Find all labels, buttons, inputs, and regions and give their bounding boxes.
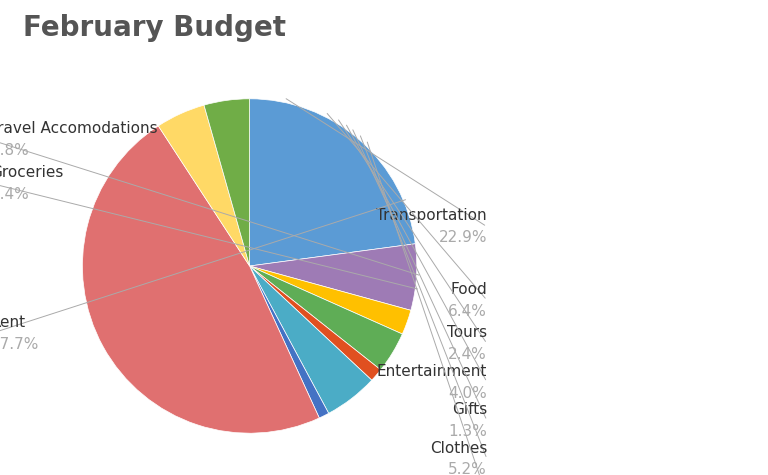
Wedge shape bbox=[250, 244, 417, 310]
Wedge shape bbox=[82, 126, 319, 433]
Text: 4.4%: 4.4% bbox=[0, 187, 29, 201]
Text: 22.9%: 22.9% bbox=[439, 230, 487, 245]
Text: Rent: Rent bbox=[0, 315, 25, 330]
Text: Gifts: Gifts bbox=[452, 402, 487, 418]
Wedge shape bbox=[204, 99, 250, 266]
Text: Travel Accomodations: Travel Accomodations bbox=[0, 122, 158, 136]
Wedge shape bbox=[250, 266, 372, 413]
Wedge shape bbox=[250, 99, 415, 266]
Text: February Budget: February Budget bbox=[23, 14, 286, 42]
Text: Tours: Tours bbox=[447, 325, 487, 341]
Text: 5.2%: 5.2% bbox=[449, 463, 487, 475]
Wedge shape bbox=[250, 266, 381, 380]
Text: 4.8%: 4.8% bbox=[0, 143, 29, 158]
Text: Transportation: Transportation bbox=[376, 209, 487, 223]
Wedge shape bbox=[250, 266, 329, 418]
Text: Food: Food bbox=[450, 282, 487, 297]
Text: 1.3%: 1.3% bbox=[449, 424, 487, 439]
Text: Groceries: Groceries bbox=[0, 165, 64, 180]
Wedge shape bbox=[158, 105, 250, 266]
Text: 2.4%: 2.4% bbox=[449, 347, 487, 362]
Text: Entertainment: Entertainment bbox=[376, 364, 487, 379]
Text: Clothes: Clothes bbox=[429, 441, 487, 456]
Wedge shape bbox=[250, 266, 411, 334]
Text: 47.7%: 47.7% bbox=[0, 337, 39, 352]
Text: 4.0%: 4.0% bbox=[449, 386, 487, 400]
Wedge shape bbox=[250, 266, 402, 370]
Text: 6.4%: 6.4% bbox=[449, 304, 487, 319]
